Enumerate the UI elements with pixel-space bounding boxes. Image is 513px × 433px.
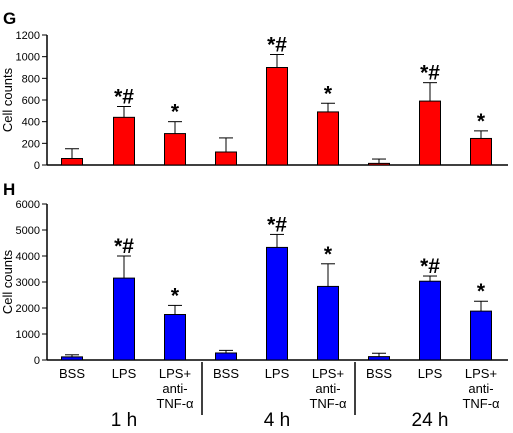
y-tick-label: 400 xyxy=(22,117,40,129)
y-tick-label: 5000 xyxy=(16,225,40,237)
panel-g-chart: G Cell counts 0 200 400 600 800 1000 1200 *# * *# * *… xyxy=(0,9,508,172)
bar xyxy=(470,137,492,166)
time-group-label: 4 h xyxy=(264,410,290,431)
y-tick-label: 4000 xyxy=(16,251,40,263)
significance-marker: * xyxy=(171,101,180,124)
bar xyxy=(164,133,186,166)
y-axis-label: Cell counts xyxy=(0,67,15,132)
bar xyxy=(113,277,135,361)
bar xyxy=(368,356,390,361)
bar xyxy=(113,116,135,166)
x-category-label: BSS xyxy=(366,366,392,381)
time-group-label: 24 h xyxy=(412,410,449,431)
bar xyxy=(419,100,441,166)
bar xyxy=(164,314,186,361)
x-category-label: LPS xyxy=(265,366,290,381)
y-tick-label: 1200 xyxy=(16,30,40,42)
y-tick-label: 2000 xyxy=(16,303,40,315)
y-axis-label: Cell counts xyxy=(0,249,15,314)
significance-marker: * xyxy=(324,82,333,105)
bar xyxy=(368,162,390,166)
x-category-label: LPS xyxy=(112,366,137,381)
bar xyxy=(317,111,339,166)
panel-letter: H xyxy=(3,180,15,199)
x-axis-labels: BSS LPS LPS+ anti-TNF-α BSS LPS LPS+ anti-TNF-α… xyxy=(59,362,500,431)
bar xyxy=(266,67,288,166)
significance-marker: *# xyxy=(420,255,440,278)
significance-marker: * xyxy=(477,110,486,133)
bar xyxy=(61,356,83,361)
y-tick-label: 1000 xyxy=(16,52,40,64)
x-category-label: LPS+ anti-TNF-α xyxy=(309,366,347,411)
bar xyxy=(215,151,237,166)
bar xyxy=(419,280,441,361)
y-tick-label: 800 xyxy=(22,73,40,85)
bar xyxy=(61,158,83,166)
panel-letter: G xyxy=(3,9,16,28)
significance-marker: * xyxy=(171,284,180,307)
y-tick-label: 600 xyxy=(22,95,40,107)
significance-marker: * xyxy=(324,243,333,266)
x-category-label: BSS xyxy=(213,366,239,381)
significance-marker: * xyxy=(477,280,486,303)
x-category-label: LPS+ anti-TNF-α xyxy=(462,366,500,411)
significance-marker: *# xyxy=(267,213,287,236)
x-category-label: LPS+ anti-TNF-α xyxy=(156,366,194,411)
significance-marker: *# xyxy=(114,86,134,109)
significance-marker: *# xyxy=(267,34,287,57)
bar xyxy=(470,310,492,361)
x-category-label: LPS xyxy=(418,366,443,381)
y-tick-label: 6000 xyxy=(16,199,40,211)
significance-marker: *# xyxy=(420,62,440,85)
y-tick-label: 0 xyxy=(34,160,40,172)
y-tick-label: 1000 xyxy=(16,329,40,341)
time-group-label: 1 h xyxy=(111,410,137,431)
x-category-label: BSS xyxy=(59,366,85,381)
y-tick-label: 0 xyxy=(34,355,40,367)
bar xyxy=(317,285,339,361)
y-tick-label: 200 xyxy=(22,138,40,150)
significance-marker: *# xyxy=(114,235,134,258)
panel-h-chart: H Cell counts 0 1000 2000 3000 4000 5000 6000 *# *… xyxy=(0,180,508,367)
y-tick-label: 3000 xyxy=(16,277,40,289)
bar xyxy=(266,246,288,361)
bar xyxy=(215,352,237,361)
